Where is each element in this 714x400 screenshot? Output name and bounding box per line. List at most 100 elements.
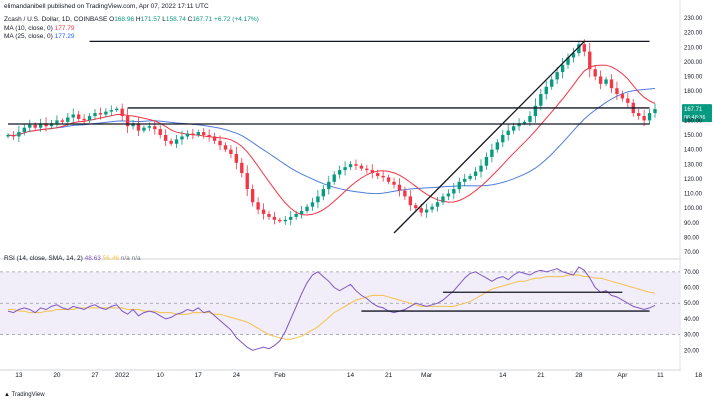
candle-body[interactable] <box>566 57 570 65</box>
candle-body[interactable] <box>17 132 21 137</box>
candle-body[interactable] <box>452 189 456 194</box>
candle-body[interactable] <box>555 72 559 80</box>
candle-body[interactable] <box>212 136 217 141</box>
candle[interactable] <box>408 190 413 211</box>
candle-body[interactable] <box>403 190 407 197</box>
candle-body[interactable] <box>533 105 538 116</box>
candle[interactable] <box>430 203 434 213</box>
candle-body[interactable] <box>348 164 353 168</box>
candle[interactable] <box>299 206 304 219</box>
candle[interactable] <box>359 163 364 171</box>
candle[interactable] <box>223 142 228 153</box>
candle[interactable] <box>637 108 641 120</box>
candle-body[interactable] <box>44 123 48 127</box>
candle[interactable] <box>566 53 570 69</box>
trendline[interactable] <box>393 40 585 234</box>
candle-body[interactable] <box>479 165 483 172</box>
candle-body[interactable] <box>642 115 646 121</box>
candle[interactable] <box>185 130 190 140</box>
candle-body[interactable] <box>223 145 228 150</box>
candle-body[interactable] <box>191 133 195 135</box>
candle[interactable] <box>381 171 385 182</box>
candle[interactable] <box>158 125 162 139</box>
candle-body[interactable] <box>6 135 10 137</box>
candle-body[interactable] <box>343 167 347 171</box>
candle[interactable] <box>109 105 113 116</box>
candle[interactable] <box>278 217 282 224</box>
candle[interactable] <box>115 106 119 113</box>
candle[interactable] <box>125 108 130 134</box>
candle-body[interactable] <box>609 79 614 89</box>
candle-body[interactable] <box>511 126 516 131</box>
candle-body[interactable] <box>250 189 255 203</box>
candle-body[interactable] <box>289 216 293 220</box>
candle[interactable] <box>424 203 429 218</box>
candle-body[interactable] <box>278 219 282 222</box>
candle[interactable] <box>234 146 239 170</box>
candle[interactable] <box>207 129 211 142</box>
candle[interactable] <box>468 173 472 182</box>
candle-body[interactable] <box>310 202 315 207</box>
candle[interactable] <box>588 42 592 78</box>
candle-body[interactable] <box>604 79 608 84</box>
candle-body[interactable] <box>185 133 190 137</box>
candle[interactable] <box>506 124 510 141</box>
candle[interactable] <box>174 134 179 148</box>
candle-body[interactable] <box>457 181 461 190</box>
candle[interactable] <box>647 108 652 125</box>
candle[interactable] <box>98 107 103 120</box>
candle-body[interactable] <box>109 110 113 112</box>
candle-body[interactable] <box>501 135 505 143</box>
candle-body[interactable] <box>234 154 239 163</box>
candle[interactable] <box>642 109 646 127</box>
candle[interactable] <box>250 184 255 207</box>
candle-body[interactable] <box>653 109 657 114</box>
candle-body[interactable] <box>261 209 266 214</box>
candle[interactable] <box>316 189 320 209</box>
candle-body[interactable] <box>55 120 59 124</box>
candle-body[interactable] <box>490 149 494 157</box>
candle-body[interactable] <box>376 173 380 176</box>
candle-body[interactable] <box>115 108 119 111</box>
candle-body[interactable] <box>240 162 244 174</box>
candle-body[interactable] <box>305 206 309 212</box>
candle-body[interactable] <box>93 113 97 116</box>
candle-body[interactable] <box>321 189 326 197</box>
candle[interactable] <box>348 161 353 171</box>
candle[interactable] <box>479 159 483 178</box>
candle-body[interactable] <box>473 171 478 176</box>
candle[interactable] <box>533 98 538 123</box>
candle[interactable] <box>305 203 309 214</box>
candle[interactable] <box>104 108 108 118</box>
candle-body[interactable] <box>588 51 592 70</box>
candle[interactable] <box>376 169 380 179</box>
candle-body[interactable] <box>517 123 521 127</box>
candle-body[interactable] <box>528 115 532 122</box>
candle[interactable] <box>28 119 32 133</box>
candle-body[interactable] <box>153 126 157 130</box>
candle-body[interactable] <box>207 135 211 137</box>
candle-body[interactable] <box>522 121 527 124</box>
candle-body[interactable] <box>196 132 200 135</box>
candle-body[interactable] <box>169 140 173 144</box>
candle[interactable] <box>218 135 222 151</box>
candle[interactable] <box>397 178 402 197</box>
candle[interactable] <box>615 81 619 101</box>
candle[interactable] <box>332 171 336 185</box>
candle-body[interactable] <box>229 149 233 155</box>
candle[interactable] <box>604 76 608 87</box>
candle-body[interactable] <box>283 219 287 222</box>
candle-body[interactable] <box>49 123 54 127</box>
candle[interactable] <box>337 165 342 179</box>
candle-body[interactable] <box>272 216 277 220</box>
candle-body[interactable] <box>414 205 418 209</box>
candle-body[interactable] <box>82 118 86 121</box>
candle-body[interactable] <box>104 111 108 115</box>
candle-body[interactable] <box>125 115 130 127</box>
candle[interactable] <box>17 125 21 143</box>
candle-body[interactable] <box>337 170 342 175</box>
candle-body[interactable] <box>370 170 374 174</box>
candle[interactable] <box>653 103 657 118</box>
candle[interactable] <box>365 164 369 174</box>
candle-body[interactable] <box>267 213 271 217</box>
